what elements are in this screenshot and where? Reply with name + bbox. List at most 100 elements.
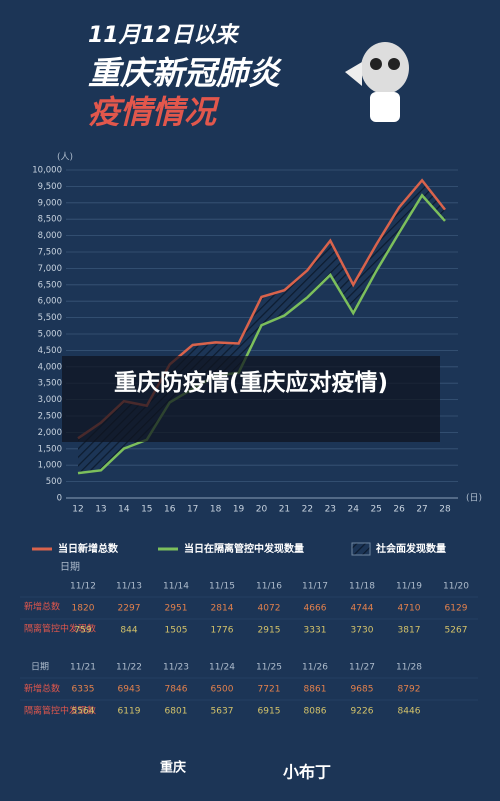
table-value: 6943 bbox=[118, 685, 141, 695]
table-value: 3817 bbox=[398, 626, 421, 636]
table-value: 6129 bbox=[445, 604, 468, 614]
table-value: 4744 bbox=[351, 604, 374, 614]
table-date: 11/14 bbox=[163, 582, 189, 592]
table-date: 11/21 bbox=[70, 663, 96, 673]
table-value: 5267 bbox=[445, 626, 468, 636]
table-date: 11/28 bbox=[396, 663, 422, 673]
table-date: 11/27 bbox=[349, 663, 375, 673]
table-date: 11/26 bbox=[302, 663, 328, 673]
table-row1-label: 新增总数 bbox=[24, 683, 60, 695]
table-value: 2951 bbox=[165, 604, 188, 614]
x-unit: (日) bbox=[466, 493, 482, 504]
table-value: 8792 bbox=[398, 685, 421, 695]
series-line bbox=[77, 193, 446, 475]
y-tick-label: 9,000 bbox=[38, 198, 62, 208]
table-value: 5564 bbox=[72, 707, 95, 717]
table-date: 11/22 bbox=[116, 663, 142, 673]
table-row2-label: 隔离管控中发现数 bbox=[24, 705, 96, 717]
y-tick-label: 9,500 bbox=[38, 182, 62, 192]
title-line1: 11月12日以来 bbox=[88, 23, 240, 48]
table-value: 6119 bbox=[118, 707, 141, 717]
x-tick-label: 12 bbox=[72, 505, 83, 515]
x-tick-label: 14 bbox=[118, 505, 130, 515]
legend-label: 当日在隔离管控中发现数量 bbox=[184, 542, 304, 555]
table-value: 2297 bbox=[118, 604, 141, 614]
table-value: 4072 bbox=[258, 604, 281, 614]
y-tick-label: 0 bbox=[57, 494, 62, 504]
table-value: 9226 bbox=[351, 707, 374, 717]
x-tick-label: 24 bbox=[348, 505, 360, 515]
y-tick-label: 2,000 bbox=[38, 428, 62, 438]
table-date: 11/20 bbox=[443, 582, 469, 592]
x-tick-label: 15 bbox=[141, 505, 152, 515]
table-date: 11/24 bbox=[209, 663, 235, 673]
table-value: 6335 bbox=[72, 685, 95, 695]
table-date: 11/19 bbox=[396, 582, 422, 592]
y-tick-label: 5,000 bbox=[38, 330, 62, 340]
table-date: 11/18 bbox=[349, 582, 375, 592]
y-tick-label: 4,500 bbox=[38, 346, 62, 356]
table-value: 4710 bbox=[398, 604, 421, 614]
table-value: 9685 bbox=[351, 685, 374, 695]
y-tick-label: 6,000 bbox=[38, 297, 62, 307]
table-date: 11/13 bbox=[116, 582, 142, 592]
x-tick-label: 22 bbox=[302, 505, 313, 515]
legend-label: 社会面发现数量 bbox=[375, 542, 446, 555]
table-value: 2814 bbox=[211, 604, 234, 614]
table-value: 6801 bbox=[165, 707, 188, 717]
table-value: 1776 bbox=[211, 626, 234, 636]
table-row1-label: 新增总数 bbox=[24, 601, 60, 613]
table-date: 11/16 bbox=[256, 582, 282, 592]
logo-xiaobuding: 小布丁 bbox=[283, 763, 331, 782]
legend-label: 当日新增总数 bbox=[58, 542, 119, 555]
title-line2: 重庆新冠肺炎 bbox=[88, 54, 283, 92]
x-tick-label: 25 bbox=[370, 505, 381, 515]
x-tick-label: 20 bbox=[256, 505, 268, 515]
table-value: 3730 bbox=[351, 626, 374, 636]
table-value: 1820 bbox=[72, 604, 95, 614]
x-tick-label: 28 bbox=[439, 505, 451, 515]
y-tick-label: 3,500 bbox=[38, 379, 62, 389]
x-tick-label: 17 bbox=[187, 505, 198, 515]
y-tick-label: 3,000 bbox=[38, 395, 62, 405]
table-value: 7846 bbox=[165, 685, 188, 695]
table-value: 3331 bbox=[304, 626, 327, 636]
table-value: 8861 bbox=[304, 685, 327, 695]
table-date: 11/15 bbox=[209, 582, 235, 592]
table-value: 759 bbox=[74, 626, 91, 636]
table-date: 11/23 bbox=[163, 663, 189, 673]
x-tick-label: 27 bbox=[416, 505, 427, 515]
title-line3: 疫情情况 bbox=[88, 93, 220, 131]
x-tick-label: 16 bbox=[164, 505, 176, 515]
table-value: 8086 bbox=[304, 707, 327, 717]
y-tick-label: 500 bbox=[46, 477, 62, 487]
y-tick-label: 2,500 bbox=[38, 412, 62, 422]
y-tick-label: 1,500 bbox=[38, 444, 62, 454]
y-tick-label: 10,000 bbox=[32, 166, 62, 176]
x-tick-label: 23 bbox=[325, 505, 336, 515]
logo-chongqing: 重庆 bbox=[160, 760, 186, 776]
table-value: 4666 bbox=[304, 604, 327, 614]
y-tick-label: 7,500 bbox=[38, 248, 62, 258]
legend-swatch bbox=[351, 542, 371, 556]
y-tick-label: 8,000 bbox=[38, 231, 62, 241]
table-date-label: 日期 bbox=[31, 662, 49, 673]
table-value: 8446 bbox=[398, 707, 421, 717]
table-date: 11/25 bbox=[256, 663, 282, 673]
y-unit: (人) bbox=[57, 152, 73, 163]
table-date: 11/17 bbox=[302, 582, 328, 592]
y-tick-label: 7,000 bbox=[38, 264, 62, 274]
table-row2-label: 隔离管控中发现数 bbox=[24, 623, 96, 635]
x-tick-label: 13 bbox=[95, 505, 106, 515]
table-value: 1505 bbox=[165, 626, 188, 636]
y-tick-label: 6,500 bbox=[38, 280, 62, 290]
y-tick-label: 8,500 bbox=[38, 215, 62, 225]
y-tick-label: 4,000 bbox=[38, 362, 62, 372]
table-value: 6500 bbox=[211, 685, 234, 695]
table-value: 5637 bbox=[211, 707, 234, 717]
x-tick-label: 18 bbox=[210, 505, 222, 515]
x-tick-label: 19 bbox=[233, 505, 245, 515]
table-value: 7721 bbox=[258, 685, 281, 695]
y-tick-label: 5,500 bbox=[38, 313, 62, 323]
